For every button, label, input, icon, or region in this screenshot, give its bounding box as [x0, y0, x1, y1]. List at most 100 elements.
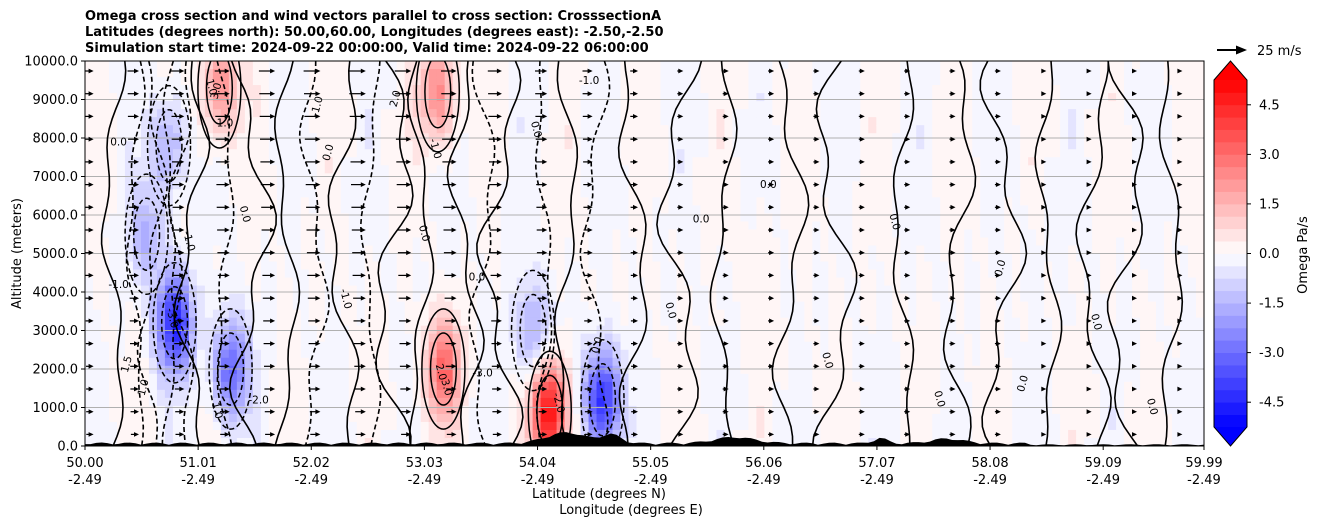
omega-cell	[740, 245, 749, 255]
omega-cell	[564, 421, 574, 431]
omega-cell	[116, 181, 126, 190]
omega-cell	[556, 309, 566, 319]
omega-cell	[524, 261, 534, 271]
omega-cell	[764, 309, 773, 319]
omega-cell	[732, 269, 742, 279]
omega-cell	[748, 317, 757, 327]
omega-cell	[604, 421, 614, 431]
omega-cell	[500, 205, 510, 214]
omega-cell	[716, 109, 726, 118]
omega-cell	[588, 125, 598, 134]
omega-cell	[148, 157, 158, 166]
omega-cell	[260, 237, 270, 247]
omega-cell	[844, 101, 853, 110]
omega-cell	[148, 381, 158, 391]
omega-cell	[748, 389, 757, 399]
omega-cell	[868, 125, 877, 134]
omega-cell	[460, 189, 470, 198]
omega-cell	[564, 317, 574, 327]
omega-cell	[756, 61, 765, 70]
omega-cell	[756, 261, 765, 271]
omega-cell	[812, 349, 821, 359]
omega-cell	[196, 413, 206, 423]
omega-cell	[436, 69, 446, 78]
omega-cell	[132, 117, 142, 126]
omega-cell	[700, 165, 710, 174]
omega-cell	[676, 125, 686, 134]
omega-cell	[836, 165, 845, 174]
omega-cell	[772, 333, 781, 343]
omega-cell	[356, 373, 366, 383]
omega-cell	[132, 389, 142, 399]
omega-cell	[524, 381, 534, 391]
omega-cell	[572, 301, 582, 311]
omega-cell	[300, 405, 310, 415]
omega-cell	[828, 205, 837, 214]
omega-cell	[308, 205, 318, 214]
omega-cell	[276, 237, 286, 247]
omega-cell	[556, 245, 566, 255]
omega-cell	[476, 413, 486, 423]
omega-cell	[860, 253, 869, 263]
omega-cell	[228, 125, 238, 134]
omega-cell	[100, 101, 110, 110]
omega-cell	[788, 93, 797, 102]
omega-cell	[396, 261, 406, 271]
omega-cell	[676, 101, 686, 110]
omega-cell	[852, 157, 861, 166]
omega-cell	[508, 261, 518, 271]
omega-cell	[884, 197, 893, 206]
omega-cell	[436, 293, 446, 303]
omega-cell	[92, 285, 102, 295]
omega-cell	[852, 197, 861, 206]
omega-cell	[108, 109, 118, 118]
omega-cell	[660, 357, 670, 367]
omega-cell	[132, 333, 142, 343]
omega-cell	[300, 389, 310, 399]
omega-cell	[324, 77, 334, 86]
omega-cell	[556, 181, 566, 190]
omega-cell	[628, 381, 638, 391]
omega-cell	[764, 93, 773, 102]
omega-cell	[724, 141, 734, 150]
omega-cell	[308, 141, 318, 150]
omega-cell	[820, 349, 829, 359]
omega-cell	[612, 221, 622, 231]
omega-cell	[900, 117, 909, 126]
omega-cell	[364, 277, 374, 287]
omega-cell	[788, 397, 797, 407]
omega-cell	[468, 213, 478, 223]
omega-cell	[748, 69, 757, 78]
omega-cell	[244, 77, 254, 86]
omega-cell	[260, 77, 270, 86]
omega-cell	[748, 285, 757, 295]
omega-cell	[612, 333, 622, 343]
omega-cell	[660, 157, 670, 166]
omega-cell	[132, 149, 142, 158]
omega-cell	[612, 317, 622, 327]
omega-cell	[108, 149, 118, 158]
omega-cell	[732, 61, 742, 70]
omega-cell	[268, 141, 278, 150]
omega-cell	[228, 85, 238, 94]
omega-cell	[116, 237, 126, 247]
omega-cell	[420, 117, 430, 126]
omega-cell	[380, 93, 390, 102]
omega-cell	[852, 301, 861, 311]
omega-cell	[612, 237, 622, 247]
omega-cell	[732, 229, 742, 239]
omega-cell	[116, 269, 126, 279]
omega-cell	[612, 421, 622, 431]
omega-cell	[892, 109, 901, 118]
omega-cell	[516, 197, 526, 206]
omega-cell	[244, 373, 254, 383]
omega-cell	[228, 117, 238, 126]
omega-cell	[868, 293, 877, 303]
omega-cell	[548, 389, 558, 399]
omega-cell	[108, 101, 118, 110]
omega-cell	[772, 349, 781, 359]
omega-cell	[796, 285, 805, 295]
omega-cell	[524, 213, 534, 223]
omega-cell	[852, 349, 861, 359]
omega-cell	[620, 93, 630, 102]
